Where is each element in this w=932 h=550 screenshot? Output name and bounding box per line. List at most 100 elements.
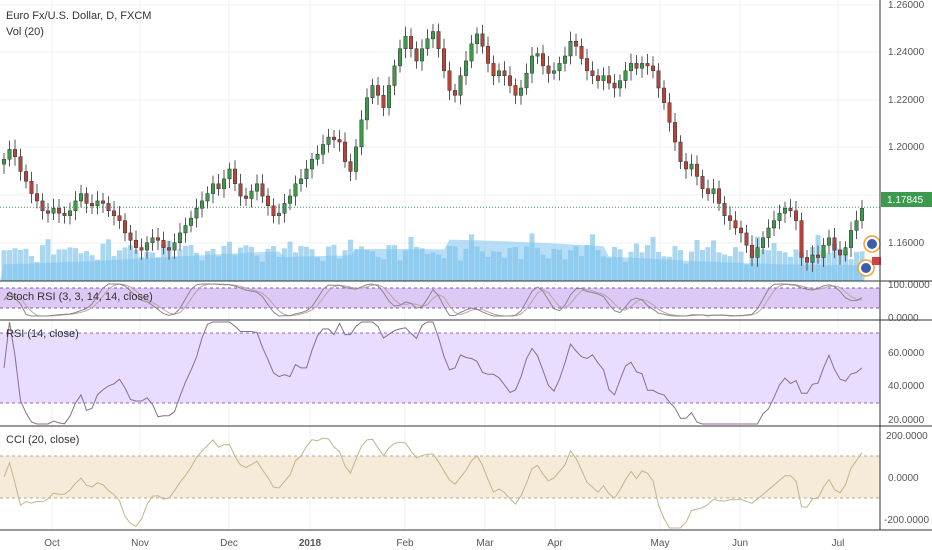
candle[interactable]	[684, 153, 688, 179]
candle[interactable]	[106, 196, 111, 218]
candle[interactable]	[464, 51, 468, 85]
candle[interactable]	[150, 229, 155, 251]
candle[interactable]	[794, 201, 798, 231]
candle[interactable]	[244, 187, 248, 206]
candle[interactable]	[277, 203, 281, 225]
candle[interactable]	[79, 184, 83, 208]
candle[interactable]	[783, 201, 787, 223]
candle[interactable]	[266, 188, 270, 216]
candle[interactable]	[717, 180, 721, 211]
candle[interactable]	[607, 65, 611, 90]
candle[interactable]	[645, 54, 650, 75]
dividend-events-icon[interactable]	[857, 235, 881, 277]
candle[interactable]	[623, 61, 628, 89]
candle[interactable]	[733, 211, 738, 235]
candle[interactable]	[73, 191, 78, 221]
candle[interactable]	[222, 169, 226, 198]
candle[interactable]	[552, 62, 556, 80]
candle[interactable]	[255, 174, 259, 201]
candle[interactable]	[568, 31, 573, 65]
candle[interactable]	[398, 39, 402, 73]
candle[interactable]	[722, 196, 727, 225]
candle[interactable]	[57, 199, 61, 224]
candle[interactable]	[249, 184, 254, 208]
candle[interactable]	[491, 55, 496, 85]
candle[interactable]	[524, 63, 529, 95]
candle[interactable]	[673, 113, 677, 152]
candle[interactable]	[486, 36, 490, 73]
candle[interactable]	[326, 128, 331, 153]
candle[interactable]	[843, 241, 848, 262]
candle[interactable]	[62, 206, 67, 224]
candle[interactable]	[260, 174, 265, 204]
candle[interactable]	[194, 198, 199, 228]
candle[interactable]	[750, 235, 754, 267]
candle[interactable]	[508, 66, 512, 94]
candle[interactable]	[365, 88, 369, 130]
candle[interactable]	[667, 93, 672, 132]
candle[interactable]	[403, 26, 408, 59]
candle[interactable]	[618, 74, 622, 97]
candle[interactable]	[90, 194, 94, 214]
candle[interactable]	[810, 245, 815, 273]
candle[interactable]	[167, 241, 171, 260]
candle[interactable]	[546, 56, 551, 83]
candle[interactable]	[145, 236, 149, 259]
candle[interactable]	[376, 77, 380, 105]
candle[interactable]	[310, 153, 314, 179]
candle[interactable]	[112, 201, 116, 226]
candle[interactable]	[337, 130, 342, 152]
candle[interactable]	[761, 231, 765, 255]
candle[interactable]	[348, 154, 353, 182]
candle[interactable]	[189, 210, 193, 233]
candle[interactable]	[629, 53, 633, 81]
candle[interactable]	[458, 67, 463, 105]
candle[interactable]	[68, 202, 72, 225]
candle[interactable]	[755, 238, 760, 267]
candle[interactable]	[579, 38, 584, 65]
cci-axis[interactable]: 200.0000 0.0000 -200.0000	[884, 431, 929, 526]
rsi-axis[interactable]: 60.0000 40.0000 20.0000	[888, 348, 925, 426]
candle[interactable]	[128, 224, 133, 250]
candle[interactable]	[95, 191, 100, 215]
candle[interactable]	[436, 23, 441, 58]
candle[interactable]	[183, 217, 188, 243]
candle[interactable]	[172, 233, 177, 259]
candle[interactable]	[84, 187, 89, 214]
candle[interactable]	[860, 199, 864, 229]
candle[interactable]	[728, 206, 732, 230]
candle[interactable]	[13, 139, 17, 166]
candle[interactable]	[420, 39, 424, 71]
candle[interactable]	[651, 56, 655, 79]
candle[interactable]	[656, 63, 661, 98]
candle[interactable]	[117, 206, 122, 229]
candle[interactable]	[178, 223, 182, 251]
candle[interactable]	[354, 139, 358, 180]
candle[interactable]	[332, 130, 336, 148]
candle[interactable]	[513, 78, 518, 105]
candle[interactable]	[46, 203, 50, 223]
candle[interactable]	[40, 193, 45, 220]
candle[interactable]	[392, 59, 397, 96]
candle[interactable]	[288, 189, 292, 211]
candle[interactable]	[706, 179, 710, 201]
candle[interactable]	[678, 135, 683, 170]
candle[interactable]	[772, 210, 776, 236]
candle[interactable]	[299, 169, 303, 192]
candle[interactable]	[805, 250, 809, 271]
candle[interactable]	[497, 63, 501, 83]
candle[interactable]	[343, 132, 347, 168]
candle[interactable]	[293, 175, 298, 206]
candle[interactable]	[535, 47, 540, 64]
candle[interactable]	[766, 219, 771, 248]
candle[interactable]	[359, 110, 364, 156]
candle[interactable]	[425, 29, 430, 56]
candle[interactable]	[502, 61, 507, 86]
candle[interactable]	[590, 61, 595, 85]
candle[interactable]	[827, 229, 831, 254]
time-axis[interactable]: Oct Nov Dec 2018 Feb Mar Apr May Jun Jul	[44, 538, 844, 549]
candle[interactable]	[123, 213, 127, 242]
candle[interactable]	[585, 48, 589, 81]
candle[interactable]	[7, 140, 12, 167]
